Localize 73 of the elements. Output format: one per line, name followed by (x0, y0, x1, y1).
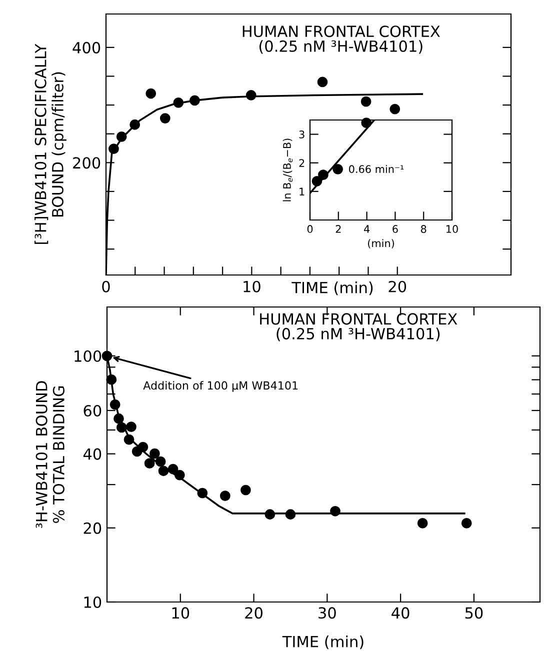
x-tick-label: 4 (364, 225, 370, 233)
point (197, 488, 208, 498)
point (126, 422, 136, 432)
point (285, 509, 296, 520)
point (138, 442, 148, 452)
y-axis-title: [³H]WB4101 SPECIFICALLY BOUND (cpm/filter) (34, 44, 66, 244)
point (264, 509, 276, 520)
point (461, 518, 472, 528)
y-tick-label: 100 (74, 350, 102, 362)
point (160, 113, 170, 124)
x-axis-title: TIME (min) (292, 282, 373, 296)
point (240, 484, 251, 496)
point (168, 464, 178, 474)
point (114, 413, 124, 424)
point (130, 119, 140, 130)
point (110, 399, 120, 410)
x-tick-label: 20 (388, 280, 406, 292)
text: (0.25 nM ³H-WB4101) (276, 328, 440, 342)
point (146, 88, 156, 99)
point (390, 104, 400, 114)
annotation: Addition of 100 µM WB4101 (143, 381, 298, 392)
point (330, 506, 340, 516)
point (102, 350, 112, 362)
x-tick-label: 0 (307, 225, 313, 233)
point (158, 466, 169, 476)
point (318, 170, 328, 180)
point (155, 456, 166, 467)
y-tick-label: 10 (84, 596, 102, 608)
point (108, 144, 119, 154)
point (124, 434, 134, 445)
point (220, 490, 230, 502)
x-axis-title: (min) (368, 239, 394, 248)
y-axis-title: ln B$_{e}$/(B$_{e}$−B) (282, 138, 293, 202)
point (246, 90, 256, 100)
x-tick-label: 0 (102, 280, 110, 292)
y-tick-label: 20 (84, 522, 102, 534)
x-tick-label: 30 (318, 607, 336, 619)
point (360, 96, 372, 107)
annotation: 0.66 min⁻¹ (349, 164, 404, 174)
text: HUMAN FRONTAL CORTEX (242, 26, 440, 38)
point (361, 118, 372, 128)
y-tick-label: 2 (299, 159, 304, 167)
point (116, 422, 127, 433)
x-tick-label: 20 (245, 607, 262, 619)
x-tick-label: 10 (244, 280, 260, 292)
point (190, 95, 200, 106)
y-tick-label: 400 (72, 42, 100, 54)
x-tick-label: 40 (392, 607, 410, 619)
x-tick-label: 10 (172, 607, 190, 619)
x-tick-label: 50 (465, 607, 483, 619)
point (317, 76, 328, 88)
y-tick-label: 1 (300, 188, 304, 196)
x-tick-label: 2 (336, 225, 341, 233)
point (173, 98, 184, 108)
point (144, 458, 155, 469)
point (174, 470, 185, 480)
point (150, 448, 160, 459)
x-tick-label: 6 (392, 225, 398, 233)
point (116, 132, 127, 142)
point (332, 164, 344, 174)
y-tick-label: 3 (299, 130, 304, 138)
x-tick-label: 8 (420, 225, 426, 233)
y-tick-label: 40 (83, 448, 102, 460)
y-tick-label: 200 (73, 157, 100, 169)
y-tick-label: 60 (84, 404, 102, 417)
chart-title: HUMAN FRONTAL CORTEX (260, 313, 458, 325)
point (417, 518, 428, 528)
y-axis-title: ³H-WB4101 BOUND % TOTAL BINDING (36, 381, 64, 528)
point (106, 374, 117, 385)
x-tick-label: 10 (446, 225, 458, 233)
text: (0.25 nM ³H-WB4101) (259, 40, 422, 54)
x-axis-title: TIME (min) (282, 636, 364, 650)
point (312, 176, 322, 186)
